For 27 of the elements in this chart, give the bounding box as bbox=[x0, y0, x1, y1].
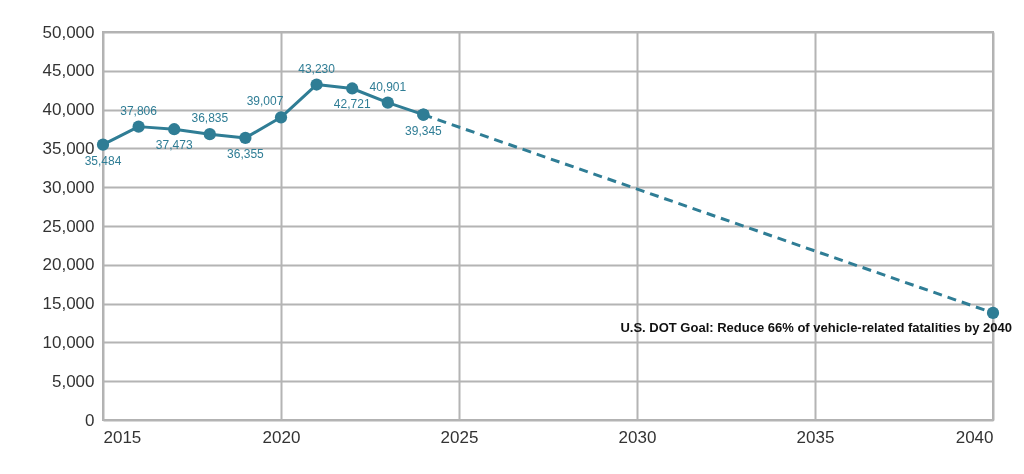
x-tick-label: 2035 bbox=[796, 427, 835, 447]
data-label: 37,806 bbox=[120, 103, 158, 118]
y-tick-label: 30,000 bbox=[42, 177, 95, 197]
y-tick-label: 20,000 bbox=[42, 255, 95, 275]
data-label: 36,355 bbox=[227, 146, 265, 161]
data-label: 43,230 bbox=[298, 61, 336, 76]
y-tick-label: 5,000 bbox=[51, 371, 95, 391]
data-label: 39,345 bbox=[405, 123, 443, 138]
x-tick-label: 2020 bbox=[262, 427, 301, 447]
x-tick-label: 2015 bbox=[103, 427, 142, 447]
x-tick-label: 2025 bbox=[440, 427, 479, 447]
y-tick-label: 10,000 bbox=[42, 332, 95, 352]
y-tick-label: 50,000 bbox=[42, 22, 95, 42]
data-label: 35,484 bbox=[84, 153, 122, 168]
data-label: 42,721 bbox=[333, 97, 371, 112]
data-label: 39,007 bbox=[246, 94, 284, 109]
data-label: 36,835 bbox=[191, 111, 229, 126]
y-tick-label: 25,000 bbox=[42, 216, 95, 236]
y-tick-label: 15,000 bbox=[42, 294, 95, 314]
x-tick-label: 2040 bbox=[955, 427, 994, 447]
y-tick-label: 0 bbox=[85, 410, 95, 430]
annotation: U.S. DOT Goal: Reduce 66% of vehicle-related fatalities by 2040 bbox=[620, 319, 1012, 335]
y-tick-label: 40,000 bbox=[42, 100, 95, 120]
y-tick-label: 45,000 bbox=[42, 61, 95, 81]
data-label: 40,901 bbox=[369, 79, 407, 94]
x-tick-label: 2030 bbox=[618, 427, 657, 447]
data-label: 37,473 bbox=[155, 138, 193, 153]
